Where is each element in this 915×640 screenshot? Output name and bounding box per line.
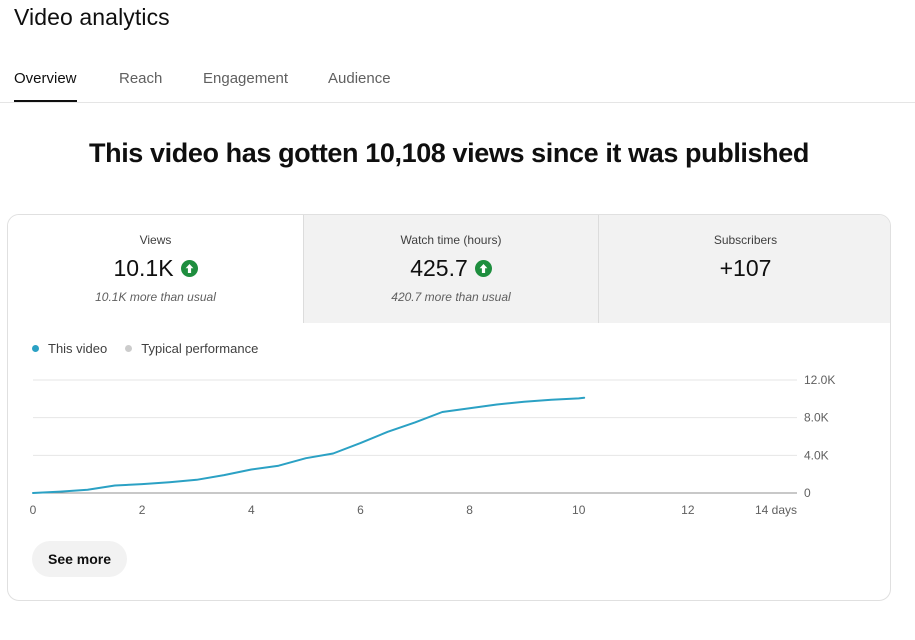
x-tick-label: 12 [681, 503, 695, 517]
metric-value-text: +107 [719, 255, 772, 281]
metric-label: Subscribers [713, 233, 778, 247]
tab-audience[interactable]: Audience [328, 70, 391, 87]
legend-item-typical: Typical performance [125, 341, 258, 356]
x-tick-label: 6 [357, 503, 364, 517]
analytics-card: Views 10.1K 10.1K more than usual Watch … [7, 214, 891, 601]
metric-note: 420.7 more than usual [391, 290, 511, 304]
metric-value-text: 10.1K [113, 255, 174, 281]
page-title: Video analytics [14, 4, 170, 30]
tab-reach[interactable]: Reach [119, 70, 163, 87]
trend-up-icon [180, 260, 198, 277]
metric-value: +107 [599, 255, 890, 282]
tab-bar: Overview Reach Engagement Audience [0, 56, 915, 103]
x-tick-label: 10 [572, 503, 586, 517]
legend-label: This video [48, 341, 108, 356]
tab-overview[interactable]: Overview [14, 70, 77, 102]
chart-legend: This video Typical performance [32, 341, 258, 356]
views-line-chart: 0 4.0K 8.0K 12.0K 0 2 4 6 8 10 12 14 days [30, 373, 836, 517]
metric-label: Watch time (hours) [400, 233, 502, 247]
legend-label: Typical performance [141, 341, 259, 356]
views-headline: This video has gotten 10,108 views since… [89, 138, 809, 168]
see-more-button[interactable]: See more [32, 541, 128, 577]
x-tick-label: 14 days [755, 503, 797, 517]
y-tick-label: 4.0K [804, 448, 829, 462]
x-tick-label: 4 [248, 503, 255, 517]
y-tick-label: 0 [804, 486, 811, 500]
metric-subscribers[interactable]: Subscribers +107 [598, 215, 890, 323]
x-tick-label: 8 [466, 503, 473, 517]
metric-tabs: Views 10.1K 10.1K more than usual Watch … [8, 215, 890, 323]
metric-value-text: 425.7 [410, 255, 468, 281]
metric-views[interactable]: Views 10.1K 10.1K more than usual [8, 215, 303, 323]
legend-dot [32, 345, 39, 352]
y-tick-label: 12.0K [804, 373, 835, 387]
tab-engagement[interactable]: Engagement [203, 70, 289, 87]
legend-item-this-video: This video [32, 341, 107, 356]
series-line-this-video [32, 396, 586, 494]
metric-value: 10.1K [8, 255, 303, 282]
y-tick-label: 8.0K [804, 411, 829, 425]
metric-note: 10.1K more than usual [95, 290, 216, 304]
x-tick-label: 2 [139, 503, 146, 517]
metric-label: Views [139, 233, 172, 247]
x-tick-label: 0 [30, 503, 37, 517]
legend-dot [125, 345, 133, 352]
metric-value: 425.7 [304, 255, 598, 282]
metric-watch-time[interactable]: Watch time (hours) 425.7 420.7 more than… [303, 215, 598, 323]
trend-up-icon [474, 260, 492, 277]
